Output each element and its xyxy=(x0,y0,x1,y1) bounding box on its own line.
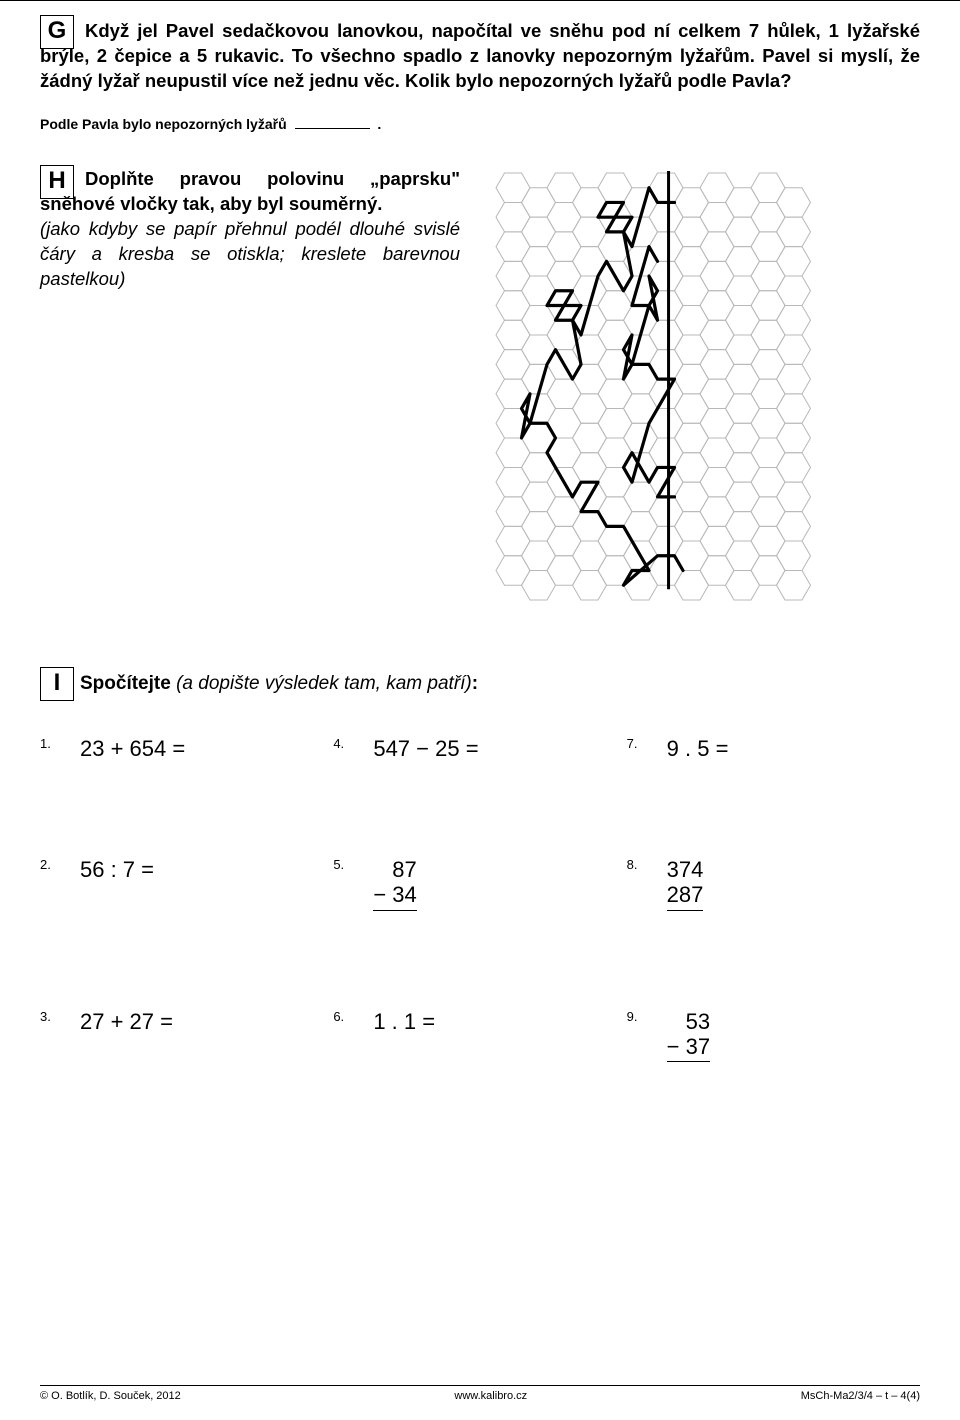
problems-row: 2.56 : 7 =5.87− 348.374287 xyxy=(40,857,920,914)
problem-vertical: 87− 34 xyxy=(373,857,416,914)
problems-grid: 1.23 + 654 =4.547 − 25 =7.9 . 5 =2.56 : … xyxy=(40,736,920,1065)
problem-vertical-top: 87 xyxy=(373,857,416,882)
footer-left: © O. Botlík, D. Souček, 2012 xyxy=(40,1390,181,1402)
task-g-answer-blank[interactable] xyxy=(295,128,370,129)
problem-cell: 7.9 . 5 = xyxy=(627,736,920,762)
problem-cell: 9.53− 37 xyxy=(627,1009,920,1066)
problems-row: 3.27 + 27 =6.1 . 1 =9.53− 37 xyxy=(40,1009,920,1066)
footer-center: www.kalibro.cz xyxy=(454,1390,527,1402)
task-g-text: Když jel Pavel sedačkovou lanovkou, napo… xyxy=(40,19,920,94)
problem-expression: 27 + 27 = xyxy=(80,1009,173,1035)
footer-right: MsCh-Ma2/3/4 – t – 4(4) xyxy=(801,1390,920,1402)
task-h: H Doplňte pravou polovinu „paprsku" sněh… xyxy=(40,167,920,622)
problem-vertical-bottom: − 34 xyxy=(373,882,416,907)
problem-number: 8. xyxy=(627,857,667,872)
problem-vertical-bottom: 287 xyxy=(667,882,704,907)
task-i-title-bold: Spočítejte xyxy=(80,673,171,694)
task-h-italic: (jako kdyby se papír přehnul podél dlouh… xyxy=(40,218,460,289)
problem-number: 9. xyxy=(627,1009,667,1024)
page: G Když jel Pavel sedačkovou lanovkou, na… xyxy=(0,0,960,1420)
problem-vertical-top: 374 xyxy=(667,857,704,882)
task-h-bold: Doplňte pravou polovinu „paprsku" sněhov… xyxy=(40,167,460,217)
hex-svg xyxy=(490,167,910,617)
task-g-answer: Podle Pavla bylo nepozorných lyžařů . xyxy=(40,116,920,132)
problem-cell: 8.374287 xyxy=(627,857,920,914)
footer: © O. Botlík, D. Souček, 2012 www.kalibro… xyxy=(40,1385,920,1402)
task-g-answer-prefix: Podle Pavla bylo nepozorných lyžařů xyxy=(40,116,287,132)
problem-vertical: 374287 xyxy=(667,857,704,914)
problem-vertical-bottom: − 37 xyxy=(667,1034,710,1059)
task-g-answer-suffix: . xyxy=(377,116,381,132)
task-i: I Spočítejte (a dopište výsledek tam, ka… xyxy=(40,667,920,1065)
problem-number: 5. xyxy=(333,857,373,872)
problem-number: 2. xyxy=(40,857,80,872)
problem-cell: 5.87− 34 xyxy=(333,857,626,914)
hex-diagram xyxy=(490,167,920,622)
task-i-title: Spočítejte (a dopište výsledek tam, kam … xyxy=(80,673,478,695)
problem-cell: 2.56 : 7 = xyxy=(40,857,333,914)
problem-vertical-line xyxy=(373,910,416,914)
task-i-header: I Spočítejte (a dopište výsledek tam, ka… xyxy=(40,667,920,701)
task-g-letter: G xyxy=(40,15,74,49)
problem-expression: 9 . 5 = xyxy=(667,736,729,762)
problem-vertical-top: 53 xyxy=(667,1009,710,1034)
problem-vertical: 53− 37 xyxy=(667,1009,710,1066)
problem-cell: 6.1 . 1 = xyxy=(333,1009,626,1066)
problem-expression: 1 . 1 = xyxy=(373,1009,435,1035)
problems-row: 1.23 + 654 =4.547 − 25 =7.9 . 5 = xyxy=(40,736,920,762)
task-h-text: Doplňte pravou polovinu „paprsku" sněhov… xyxy=(40,167,460,292)
task-i-title-colon: : xyxy=(472,673,478,694)
task-h-text-col: H Doplňte pravou polovinu „paprsku" sněh… xyxy=(40,167,460,292)
problem-number: 6. xyxy=(333,1009,373,1024)
problem-cell: 3.27 + 27 = xyxy=(40,1009,333,1066)
task-h-letter: H xyxy=(40,165,74,199)
problem-number: 4. xyxy=(333,736,373,751)
problem-vertical-line xyxy=(667,910,704,914)
task-g: G Když jel Pavel sedačkovou lanovkou, na… xyxy=(40,19,920,132)
problem-cell: 4.547 − 25 = xyxy=(333,736,626,762)
problem-expression: 23 + 654 = xyxy=(80,736,185,762)
problem-vertical-line xyxy=(667,1061,710,1065)
problem-cell: 1.23 + 654 = xyxy=(40,736,333,762)
problem-number: 3. xyxy=(40,1009,80,1024)
task-i-title-italic: (a dopište výsledek tam, kam patří) xyxy=(176,673,472,694)
problem-number: 1. xyxy=(40,736,80,751)
problem-expression: 56 : 7 = xyxy=(80,857,154,883)
task-i-letter: I xyxy=(40,667,74,701)
problem-number: 7. xyxy=(627,736,667,751)
problem-expression: 547 − 25 = xyxy=(373,736,478,762)
